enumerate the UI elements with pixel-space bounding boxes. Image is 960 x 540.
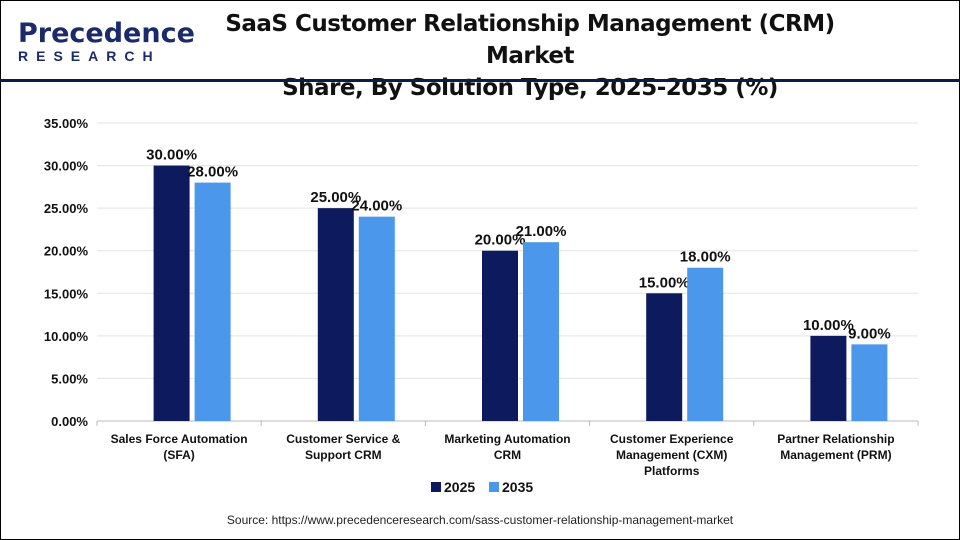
bar-2035 <box>358 216 395 421</box>
x-tick-label: Partner Relationship <box>777 432 894 446</box>
bar-2035 <box>851 344 888 421</box>
x-tick-label: CRM <box>494 448 521 462</box>
logo: Precedence RESEARCH <box>18 18 195 65</box>
y-tick-label: 0.00% <box>51 414 88 429</box>
data-label: 20.00% <box>475 232 526 249</box>
header-divider <box>0 79 960 82</box>
logo-text: Precedence <box>18 18 195 49</box>
x-tick-label: Management (PRM) <box>780 448 891 462</box>
x-tick-label: Marketing Automation <box>444 432 570 446</box>
bar-2025 <box>646 293 683 421</box>
legend-swatch-2035 <box>489 482 499 492</box>
bar-2025 <box>810 335 847 421</box>
y-tick-label: 5.00% <box>51 371 88 386</box>
x-tick-label: Management (CXM) <box>616 448 727 462</box>
x-tick-label: Support CRM <box>305 448 382 462</box>
y-tick-label: 10.00% <box>44 329 89 344</box>
bar-2035 <box>523 242 559 421</box>
legend-label: 2025 <box>444 479 475 495</box>
data-label: 25.00% <box>310 189 361 206</box>
data-label: 18.00% <box>680 249 731 266</box>
data-label: 28.00% <box>187 164 238 181</box>
bar-2025 <box>153 165 190 421</box>
bar-2035 <box>687 267 724 421</box>
y-tick-label: 15.00% <box>44 286 89 301</box>
title-line-1: SaaS Customer Relationship Management (C… <box>225 11 835 69</box>
data-label: 10.00% <box>803 317 854 334</box>
data-label: 24.00% <box>351 198 402 215</box>
bar-2035 <box>194 182 231 421</box>
x-tick-label: Customer Service & <box>286 432 400 446</box>
y-tick-label: 30.00% <box>44 159 89 174</box>
y-tick-label: 25.00% <box>44 201 89 216</box>
x-tick-label: Customer Experience <box>610 432 734 446</box>
source-text: Source: https://www.precedenceresearch.c… <box>226 513 734 527</box>
data-label: 15.00% <box>639 274 690 291</box>
x-tick-label: Sales Force Automation <box>111 432 248 446</box>
bar-2025 <box>317 208 354 421</box>
logo-subtext: RESEARCH <box>18 48 161 64</box>
x-tick-label: Platforms <box>644 464 700 478</box>
data-label: 21.00% <box>516 223 567 240</box>
data-label: 30.00% <box>146 147 197 164</box>
data-label: 9.00% <box>848 325 891 342</box>
x-tick-label: (SFA) <box>163 448 194 462</box>
legend-label: 2035 <box>502 479 533 495</box>
legend-swatch-2025 <box>431 482 441 492</box>
y-tick-label: 20.00% <box>44 244 89 259</box>
y-tick-label: 35.00% <box>44 116 89 131</box>
bar-2025 <box>482 250 518 421</box>
